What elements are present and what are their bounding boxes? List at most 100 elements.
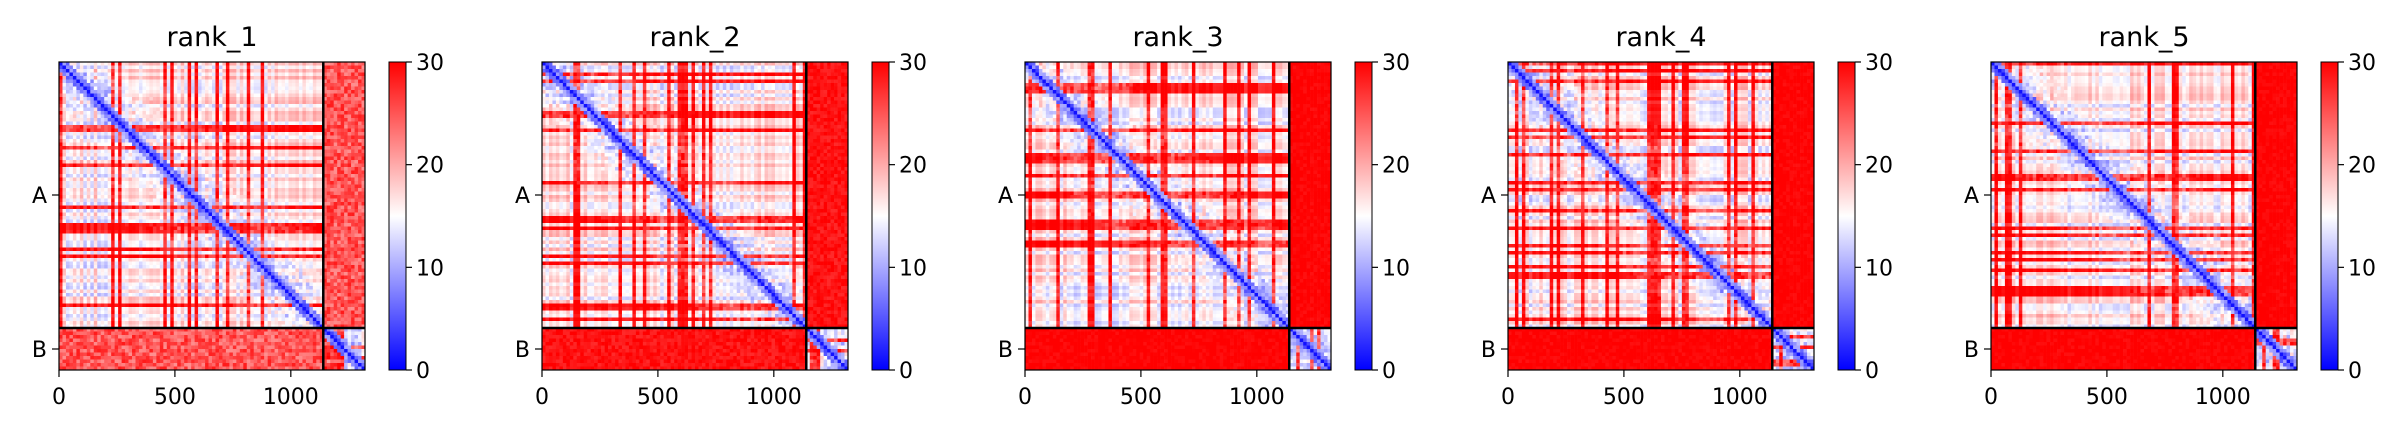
heatmap-cell <box>163 115 167 119</box>
heatmap-cell <box>167 146 171 150</box>
heatmap-cell <box>299 150 303 154</box>
heatmap-cell <box>101 150 105 154</box>
heatmap-cell <box>177 108 181 112</box>
heatmap-cell <box>313 234 317 238</box>
heatmap-cell <box>73 104 77 108</box>
heatmap-cell <box>90 199 94 203</box>
heatmap-cell <box>330 195 334 199</box>
heatmap-cell <box>205 223 209 227</box>
heatmap-cell <box>174 185 178 189</box>
heatmap-cell <box>330 122 334 126</box>
heatmap-cell <box>344 111 348 115</box>
heatmap-cell <box>163 223 167 227</box>
heatmap-cell <box>66 153 70 157</box>
heatmap-cell <box>136 122 140 126</box>
heatmap-cell <box>327 83 331 87</box>
heatmap-cell <box>358 76 362 80</box>
heatmap-cell <box>125 206 129 210</box>
heatmap-cell <box>348 188 352 192</box>
heatmap-cell <box>167 80 171 84</box>
heatmap-cell <box>191 90 195 94</box>
heatmap-cell <box>191 122 195 126</box>
heatmap-cell <box>327 230 331 234</box>
heatmap-cell <box>313 118 317 122</box>
heatmap-cell <box>139 129 143 133</box>
heatmap-cell <box>355 157 359 161</box>
heatmap-cell <box>136 125 140 129</box>
heatmap-cell <box>309 216 313 220</box>
heatmap-cell <box>344 185 348 189</box>
heatmap-cell <box>94 241 98 245</box>
heatmap-cell <box>62 125 66 129</box>
heatmap-cell <box>136 104 140 108</box>
heatmap-cell <box>302 206 306 210</box>
heatmap-cell <box>233 178 237 182</box>
heatmap-cell <box>198 143 202 147</box>
heatmap-cell <box>209 87 213 91</box>
heatmap-cell <box>97 216 101 220</box>
heatmap-cell <box>306 209 310 213</box>
heatmap-cell <box>299 227 303 231</box>
heatmap-cell <box>289 237 293 241</box>
heatmap-cell <box>229 199 233 203</box>
heatmap-cell <box>198 139 202 143</box>
heatmap-cell <box>156 220 160 224</box>
heatmap-cell <box>348 230 352 234</box>
heatmap-cell <box>122 104 126 108</box>
heatmap-cell <box>202 199 206 203</box>
heatmap-cell <box>132 157 136 161</box>
heatmap-cell <box>69 108 73 112</box>
heatmap-cell <box>233 220 237 224</box>
heatmap-cell <box>212 234 216 238</box>
heatmap-cell <box>153 199 157 203</box>
heatmap-cell <box>94 90 98 94</box>
heatmap-cell <box>247 174 251 178</box>
heatmap-cell <box>149 69 153 73</box>
heatmap-cell <box>257 136 261 140</box>
heatmap-cell <box>247 122 251 126</box>
heatmap-cell <box>163 157 167 161</box>
heatmap-cell <box>355 87 359 91</box>
heatmap-cell <box>261 136 265 140</box>
heatmap-cell <box>132 181 136 185</box>
heatmap-cell <box>94 202 98 206</box>
heatmap-cell <box>132 97 136 101</box>
heatmap-cell <box>177 164 181 168</box>
heatmap-cell <box>139 192 143 196</box>
heatmap-cell <box>306 122 310 126</box>
heatmap-cell <box>94 230 98 234</box>
heatmap-cell <box>101 136 105 140</box>
heatmap-cell <box>142 174 146 178</box>
heatmap-cell <box>330 164 334 168</box>
heatmap-cell <box>309 171 313 175</box>
heatmap-cell <box>327 69 331 73</box>
heatmap-cell <box>191 69 195 73</box>
heatmap-cell <box>156 136 160 140</box>
heatmap-cell <box>306 76 310 80</box>
heatmap-cell <box>285 181 289 185</box>
heatmap-cell <box>348 115 352 119</box>
heatmap-cell <box>351 129 355 133</box>
heatmap-cell <box>299 237 303 241</box>
heatmap-cell <box>163 104 167 108</box>
heatmap-cell <box>118 171 122 175</box>
heatmap-cell <box>156 73 160 77</box>
heatmap-cell <box>83 66 87 70</box>
heatmap-cell <box>205 234 209 238</box>
heatmap-cell <box>316 237 320 241</box>
heatmap-cell <box>302 150 306 154</box>
heatmap-cell <box>90 192 94 196</box>
heatmap-cell <box>177 97 181 101</box>
heatmap-cell <box>73 122 77 126</box>
heatmap-cell <box>188 220 192 224</box>
heatmap-cell <box>139 227 143 231</box>
heatmap-cell <box>156 80 160 84</box>
heatmap-cell <box>341 174 345 178</box>
heatmap-cell <box>268 174 272 178</box>
heatmap-cell <box>195 174 199 178</box>
heatmap-cell <box>111 209 115 213</box>
heatmap-cell <box>129 237 133 241</box>
heatmap-cell <box>334 125 338 129</box>
heatmap-cell <box>327 167 331 171</box>
heatmap-cell <box>153 115 157 119</box>
